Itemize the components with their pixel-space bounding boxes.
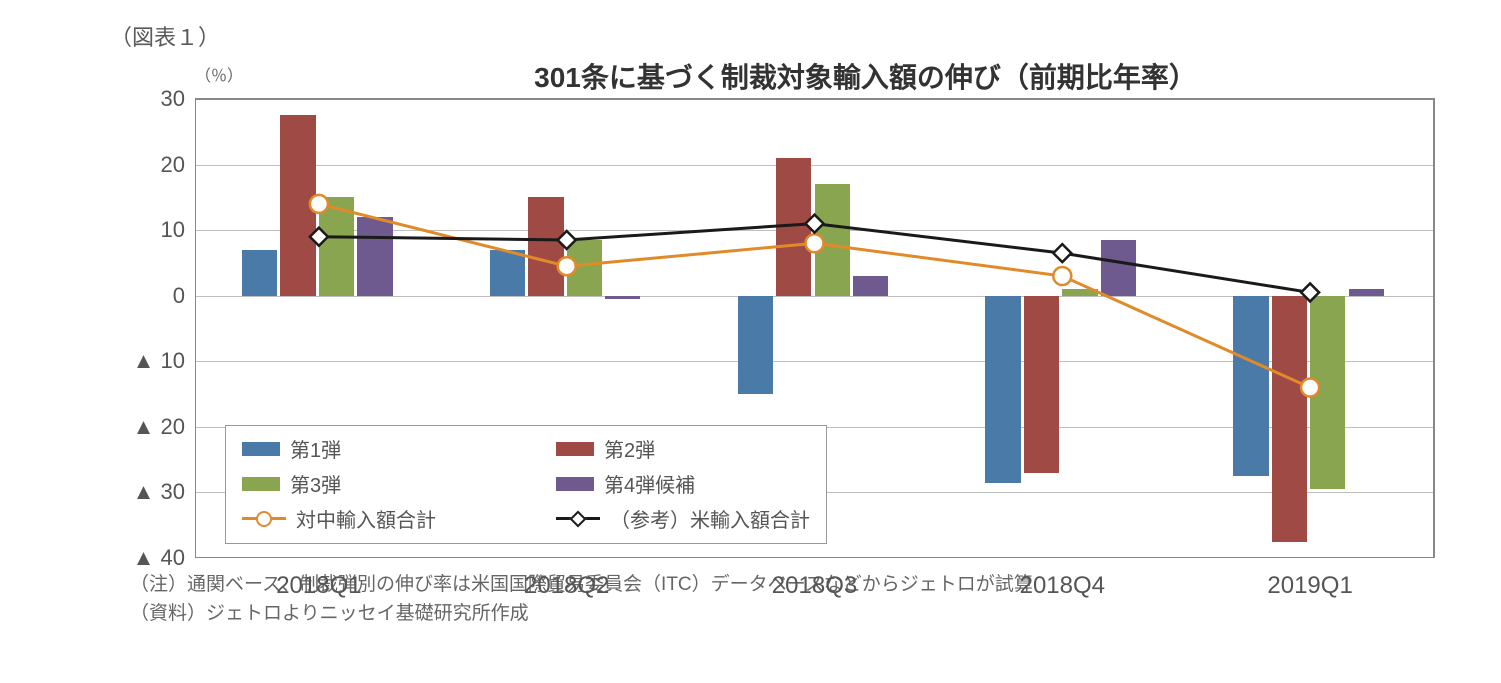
bar xyxy=(1101,240,1136,296)
y-axis-unit: （％） xyxy=(195,62,243,86)
bar xyxy=(776,158,811,296)
bar xyxy=(1272,296,1307,542)
legend-item: 対中輸入額合計 xyxy=(242,504,436,533)
bar xyxy=(853,276,888,296)
legend-item: 第4弾候補 xyxy=(556,469,810,498)
note-line-2: （資料）ジェトロよりニッセイ基礎研究所作成 xyxy=(130,599,1441,628)
bar xyxy=(242,250,277,296)
bar xyxy=(738,296,773,394)
bar xyxy=(490,250,525,296)
bar xyxy=(280,115,315,295)
bar xyxy=(815,184,850,295)
legend-item: 第2弾 xyxy=(556,434,810,463)
legend-item: 第3弾 xyxy=(242,469,436,498)
x-tick-label: 2018Q4 xyxy=(1020,572,1105,600)
bar xyxy=(1233,296,1268,476)
plot-area: 第1弾第2弾第3弾第4弾候補対中輸入額合計（参考）米輸入額合計 3020100▲… xyxy=(195,98,1435,558)
legend-label: 第4弾候補 xyxy=(604,469,695,498)
bar xyxy=(605,296,640,299)
legend-label: 第2弾 xyxy=(604,434,655,463)
bar xyxy=(567,240,602,296)
y-tick-label: 10 xyxy=(161,217,185,243)
bar xyxy=(985,296,1020,483)
grid-line xyxy=(195,165,1434,166)
y-tick-label: 0 xyxy=(173,283,185,309)
y-tick-label: ▲ 40 xyxy=(133,545,185,571)
y-tick-label: ▲ 10 xyxy=(133,348,185,374)
legend-item: 第1弾 xyxy=(242,434,436,463)
legend-swatch xyxy=(556,442,594,456)
x-tick-label: 2018Q3 xyxy=(772,572,857,600)
legend-swatch xyxy=(242,442,280,456)
bar xyxy=(357,217,392,296)
legend-line-swatch xyxy=(242,512,286,526)
y-tick-label: 30 xyxy=(161,86,185,112)
bar xyxy=(1062,289,1097,296)
x-tick-label: 2018Q1 xyxy=(276,572,361,600)
chart-container: （図表１） 301条に基づく制裁対象輸入額の伸び（前期比年率） （％） 第1弾第… xyxy=(0,0,1501,683)
legend-label: （参考）米輸入額合計 xyxy=(610,504,810,533)
x-tick-label: 2018Q2 xyxy=(524,572,609,600)
y-tick-label: 20 xyxy=(161,152,185,178)
x-tick-label: 2019Q1 xyxy=(1267,572,1352,600)
bar xyxy=(1349,289,1384,296)
bar xyxy=(1310,296,1345,489)
legend-label: 第1弾 xyxy=(290,434,341,463)
legend-swatch xyxy=(242,477,280,491)
figure-label: （図表１） xyxy=(110,20,1441,52)
y-tick-label: ▲ 20 xyxy=(133,414,185,440)
legend: 第1弾 第2弾第3弾 第4弾候補対中輸入額合計 （参考）米輸入額合計 xyxy=(225,425,827,544)
chart-title: 301条に基づく制裁対象輸入額の伸び（前期比年率） xyxy=(290,56,1441,96)
legend-swatch xyxy=(556,477,594,491)
bar xyxy=(528,197,563,295)
legend-item: （参考）米輸入額合計 xyxy=(556,504,810,533)
bar xyxy=(1024,296,1059,473)
bar xyxy=(319,197,354,295)
y-tick-label: ▲ 30 xyxy=(133,479,185,505)
legend-line-swatch xyxy=(556,512,600,526)
legend-label: 対中輸入額合計 xyxy=(296,504,436,533)
legend-label: 第3弾 xyxy=(290,469,341,498)
